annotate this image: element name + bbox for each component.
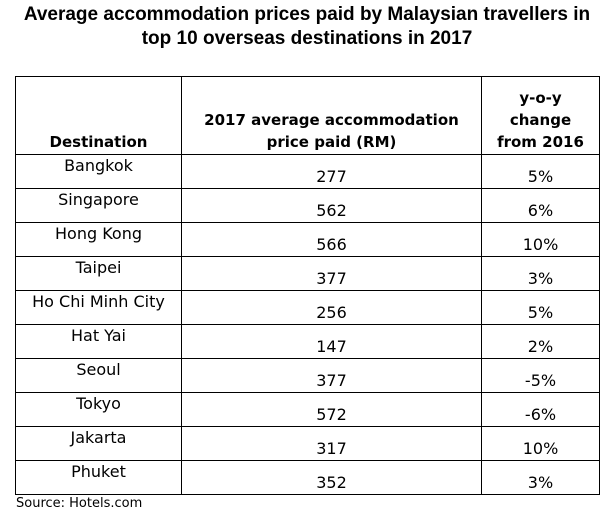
destination-cell: Seoul <box>15 358 182 393</box>
column-header-destination: Destination <box>15 76 182 155</box>
price-cell: 352 <box>181 460 482 495</box>
table-row: Hong Kong 566 10% <box>15 222 600 257</box>
table-body: Bangkok 277 5% Singapore 562 6% Hong Kon… <box>15 154 600 495</box>
destination-cell: Hat Yai <box>15 324 182 359</box>
destination-cell: Hong Kong <box>15 222 182 257</box>
chart-title-line-2: top 10 overseas destinations in 2017 <box>141 28 473 49</box>
price-cell: 317 <box>181 426 482 461</box>
accommodation-price-table: Destination 2017 average accommodation p… <box>15 76 600 495</box>
change-cell: 3% <box>481 460 600 495</box>
column-header-change-line-1: y-o-y <box>519 89 562 107</box>
price-cell: 377 <box>181 256 482 291</box>
column-header-destination-line-1: Destination <box>49 133 148 151</box>
column-header-price-line-2: price paid (RM) <box>266 133 397 151</box>
change-cell: 10% <box>481 222 600 257</box>
change-cell: 10% <box>481 426 600 461</box>
chart-title-line-1: Average accommodation prices paid by Mal… <box>23 4 591 25</box>
price-cell: 147 <box>181 324 482 359</box>
destination-cell: Phuket <box>15 460 182 495</box>
change-cell: 6% <box>481 188 600 223</box>
column-header-change: y-o-y change from 2016 <box>481 76 600 155</box>
table-row: Phuket 352 3% <box>15 460 600 495</box>
table-row: Singapore 562 6% <box>15 188 600 223</box>
column-header-change-line-3: from 2016 <box>497 133 584 151</box>
destination-cell: Jakarta <box>15 426 182 461</box>
table-row: Hat Yai 147 2% <box>15 324 600 359</box>
chart-title: Average accommodation prices paid by Mal… <box>0 3 614 51</box>
column-header-change-line-2: change <box>509 111 572 129</box>
table-row: Bangkok 277 5% <box>15 154 600 189</box>
change-cell: 2% <box>481 324 600 359</box>
table-row: Jakarta 317 10% <box>15 426 600 461</box>
table-row: Seoul 377 -5% <box>15 358 600 393</box>
price-cell: 572 <box>181 392 482 427</box>
destination-cell: Tokyo <box>15 392 182 427</box>
change-cell: 5% <box>481 154 600 189</box>
source-note: Source: Hotels.com <box>16 496 143 511</box>
price-cell: 256 <box>181 290 482 325</box>
table-row: Taipei 377 3% <box>15 256 600 291</box>
price-cell: 377 <box>181 358 482 393</box>
change-cell: 3% <box>481 256 600 291</box>
table-header-row: Destination 2017 average accommodation p… <box>15 76 600 155</box>
destination-cell: Singapore <box>15 188 182 223</box>
change-cell: -5% <box>481 358 600 393</box>
destination-cell: Ho Chi Minh City <box>15 290 182 325</box>
column-header-price-line-1: 2017 average accommodation <box>204 111 459 129</box>
table-row: Tokyo 572 -6% <box>15 392 600 427</box>
column-header-price: 2017 average accommodation price paid (R… <box>181 76 482 155</box>
table-row: Ho Chi Minh City 256 5% <box>15 290 600 325</box>
destination-cell: Bangkok <box>15 154 182 189</box>
price-cell: 562 <box>181 188 482 223</box>
price-cell: 277 <box>181 154 482 189</box>
destination-cell: Taipei <box>15 256 182 291</box>
change-cell: 5% <box>481 290 600 325</box>
price-cell: 566 <box>181 222 482 257</box>
change-cell: -6% <box>481 392 600 427</box>
